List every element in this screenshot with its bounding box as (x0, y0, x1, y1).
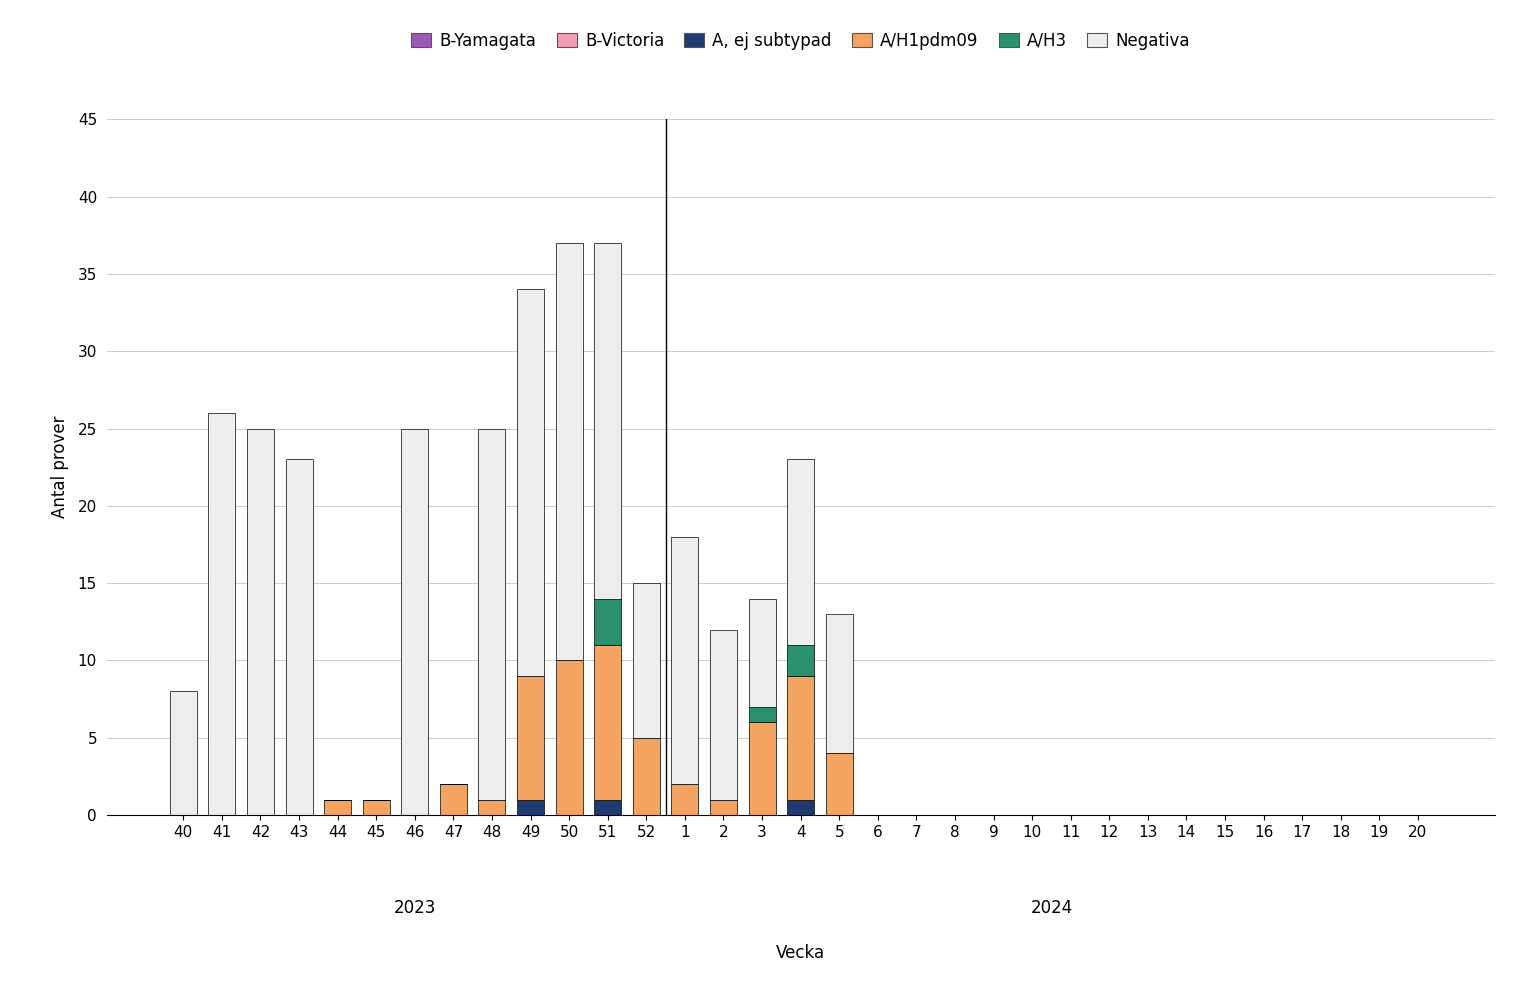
Bar (555, 243, 583, 660)
Bar (787, 676, 814, 799)
Y-axis label: Antal prover: Antal prover (52, 415, 69, 519)
Bar (363, 799, 390, 815)
Text: 2023: 2023 (393, 899, 436, 916)
Bar (517, 676, 544, 799)
Bar (439, 784, 467, 815)
Text: 2024: 2024 (1031, 899, 1072, 916)
Bar (209, 414, 235, 815)
Bar (479, 428, 505, 799)
Bar (633, 738, 660, 815)
Bar (787, 645, 814, 676)
Bar (479, 799, 505, 815)
Bar (555, 660, 583, 815)
Bar (247, 428, 274, 815)
Bar (749, 707, 776, 723)
Bar (595, 598, 621, 645)
Bar (825, 614, 852, 753)
Bar (671, 537, 698, 784)
Text: Vecka: Vecka (776, 943, 825, 962)
Bar (749, 598, 776, 707)
Bar (825, 753, 852, 815)
Bar (711, 629, 737, 799)
Bar (517, 799, 544, 815)
Bar (595, 799, 621, 815)
Bar (401, 428, 429, 815)
Bar (595, 243, 621, 598)
Bar (787, 459, 814, 645)
Bar (711, 799, 737, 815)
Bar (749, 723, 776, 815)
Bar (169, 692, 197, 815)
Bar (517, 289, 544, 676)
Bar (325, 799, 351, 815)
Bar (595, 645, 621, 799)
Legend: B-Yamagata, B-Victoria, A, ej subtypad, A/H1pdm09, A/H3, Negativa: B-Yamagata, B-Victoria, A, ej subtypad, … (406, 27, 1196, 55)
Bar (671, 784, 698, 815)
Bar (633, 583, 660, 738)
Bar (285, 459, 313, 815)
Bar (787, 799, 814, 815)
